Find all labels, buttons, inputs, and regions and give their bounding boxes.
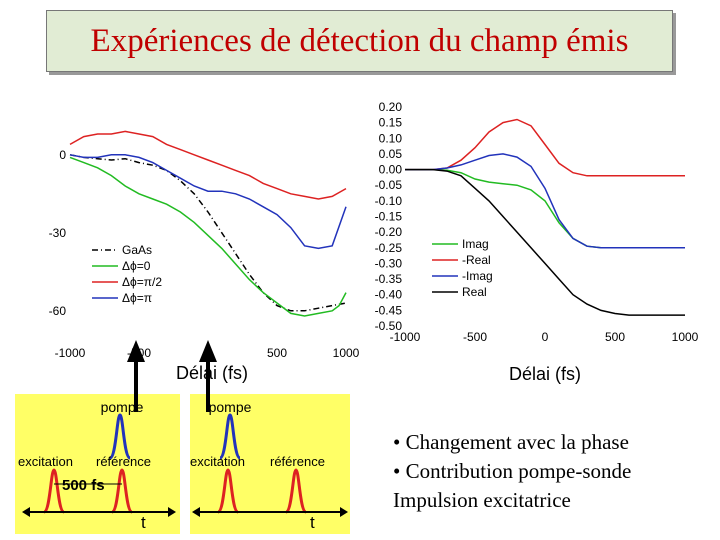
c2-x-tick: -500 [463,330,487,344]
bullet-1: • Changement avec la phase [393,430,629,454]
c2-y-tick: 0.15 [379,116,403,130]
c2-x-tick: -1000 [390,330,421,344]
c1-y-tick: -30 [49,226,67,240]
c2-y-tick: -0.50 [375,319,403,333]
time-arrow-right-box-right [340,507,348,517]
excitation-pulse-left [42,468,66,514]
c2-y-tick: -0.35 [375,272,403,286]
pump-pulse-left [108,413,132,460]
excitation-label-left: excitation [18,454,73,469]
c2-legend-label: -Real [462,253,491,267]
time-arrow-right-end [168,507,176,517]
c2-y-tick: -0.20 [375,225,403,239]
arrow-head-left [127,340,145,362]
c1-legend-label: Δϕ=π/2 [122,275,162,289]
c2-series-line [405,118,685,177]
c2-y-tick: -0.30 [375,256,403,270]
time-label-left: t [141,513,146,532]
c1-x-tick: 500 [267,346,287,360]
bullet-2: • Contribution pompe-sonde [393,459,632,483]
c1-legend-label: GaAs [122,243,152,257]
c1-series-line [69,154,347,250]
pulse-diagram-right [190,394,350,534]
c2-series-line [405,168,685,316]
page-title: Expériences de détection du champ émis [90,22,629,59]
bullet-3: Impulsion excitatrice [393,488,571,512]
c1-y-tick: -60 [49,304,67,318]
time-arrow-right-box-left [192,507,200,517]
c2-y-tick: -0.40 [375,288,403,302]
time-label-right: t [310,513,315,532]
c2-y-tick: 0.05 [379,147,403,161]
c2-legend-label: Imag [462,237,489,251]
reference-label-left: référence [96,454,151,469]
time-arrow-left-end [22,507,30,517]
pompe-label-left: pompe [101,399,144,415]
c2-x-tick: 0 [542,330,549,344]
c1-x-tick: 1000 [333,346,360,360]
right-chart-x-label: Délai (fs) [509,364,581,384]
reference-label-right: référence [270,454,325,469]
excitation-pulse-right [216,468,240,514]
c1-legend-label: Δϕ=0 [122,259,151,273]
c2-series-line [405,153,685,249]
c2-x-tick: 1000 [672,330,699,344]
c2-y-tick: -0.15 [375,210,403,224]
c2-y-tick: 0.00 [379,163,403,177]
c2-x-tick: 500 [605,330,625,344]
c1-series-line [69,154,347,312]
c2-legend-label: Real [462,285,487,299]
c2-y-tick: 0.10 [379,131,403,145]
pump-pulse-right [218,413,242,460]
c1-series-line [69,130,347,200]
c2-y-tick: -0.45 [375,303,403,317]
excitation-label-right: excitation [190,454,245,469]
c1-legend-label: Δϕ=π [122,291,152,305]
reference-pulse-left [110,468,134,514]
pulse-diagram-left [15,394,180,534]
c1-x-tick: -1000 [55,346,86,360]
c2-legend-label: -Imag [462,269,493,283]
c2-y-tick: -0.05 [375,178,403,192]
c2-y-tick: -0.10 [375,194,403,208]
c1-y-tick: 0 [59,148,66,162]
c2-y-tick: -0.25 [375,241,403,255]
bullet-list: • Changement avec la phase • Contributio… [393,428,713,515]
duration-label: 500 fs [62,477,105,494]
left-chart-x-label: Délai (fs) [176,363,248,383]
c1-series-line [69,156,347,317]
title-box: Expériences de détection du champ émis [46,10,673,72]
pompe-label-right: pompe [209,399,252,415]
c2-y-tick: 0.20 [379,100,403,114]
reference-pulse-right [284,468,308,514]
arrow-head-right [199,340,217,362]
